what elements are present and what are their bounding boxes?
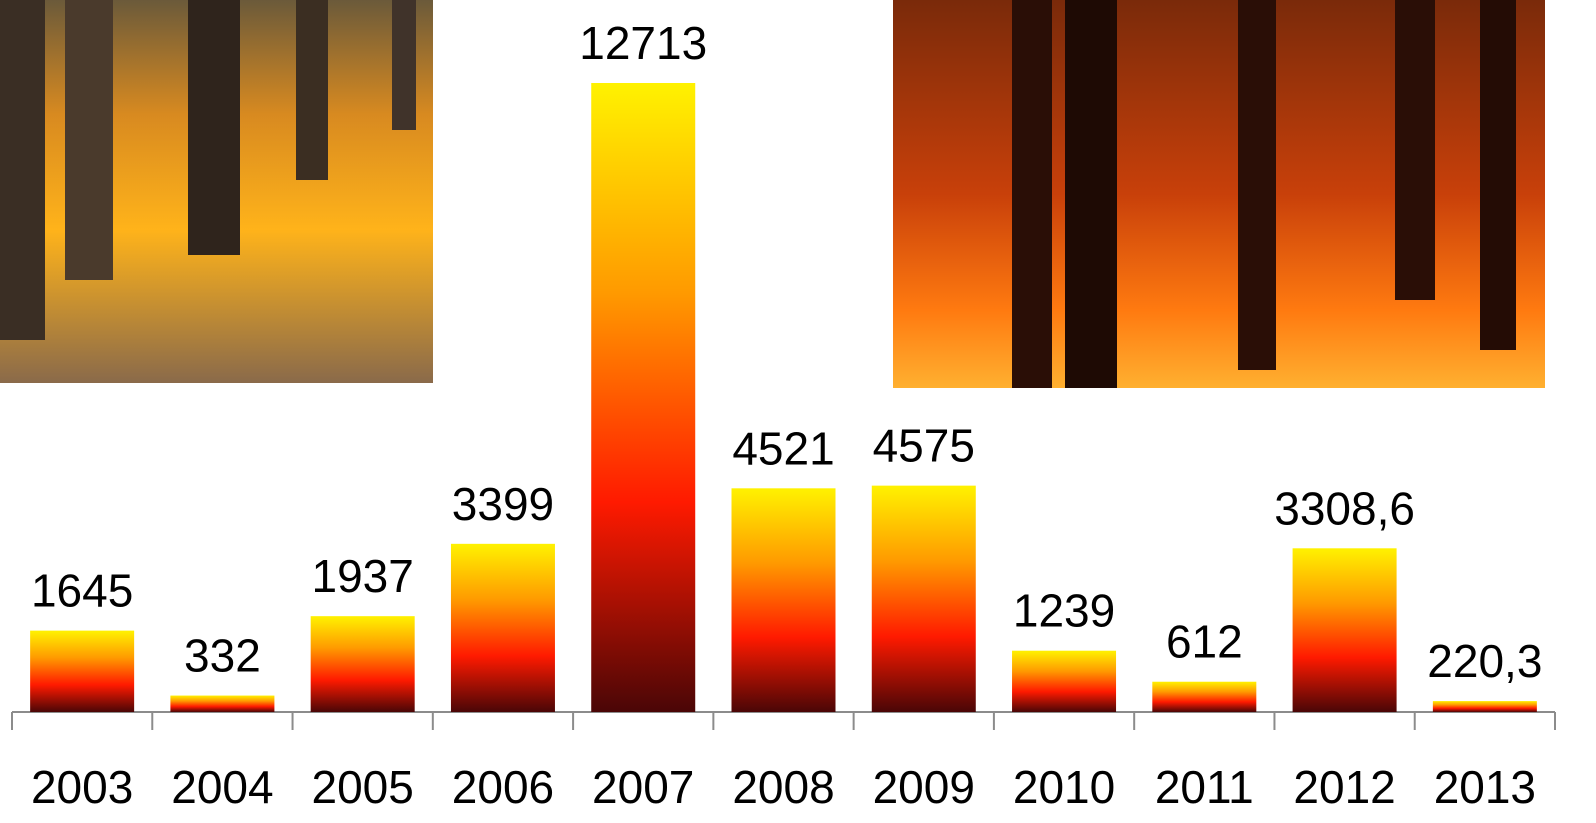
x-tick-label: 2013 [1434,761,1536,813]
value-label: 220,3 [1427,635,1542,687]
x-tick-label: 2007 [592,761,694,813]
x-tick-label: 2010 [1013,761,1115,813]
x-tick-label: 2005 [312,761,414,813]
value-label: 3399 [452,478,554,530]
value-label: 612 [1166,616,1243,668]
bar [872,486,976,712]
bar [1152,682,1256,712]
x-tick-label: 2006 [452,761,554,813]
value-label: 332 [184,630,261,682]
value-label: 4521 [732,422,834,474]
value-label: 1937 [312,550,414,602]
bar [1433,701,1537,712]
bar [30,631,134,712]
chart: 1645 2003 332 2004 1937 2005 3399 2006 12713 2007… [0,0,1596,823]
value-label: 3308,6 [1274,482,1415,534]
x-tick-label: 2012 [1293,761,1395,813]
x-tick-label: 2004 [171,761,273,813]
value-label: 12713 [579,17,707,69]
value-label: 1645 [31,565,133,617]
photo-right [893,0,1545,388]
photo-left [0,0,433,383]
bar [170,696,274,712]
bar [1293,548,1397,712]
bar [451,544,555,712]
x-tick-label: 2009 [873,761,975,813]
value-label: 1239 [1013,585,1115,637]
x-tick-label: 2011 [1155,761,1254,813]
bar [591,83,695,712]
bar [311,616,415,712]
bar [732,488,836,712]
bar [1012,651,1116,712]
value-label: 4575 [873,420,975,472]
x-tick-label: 2003 [31,761,133,813]
x-tick-label: 2008 [732,761,834,813]
